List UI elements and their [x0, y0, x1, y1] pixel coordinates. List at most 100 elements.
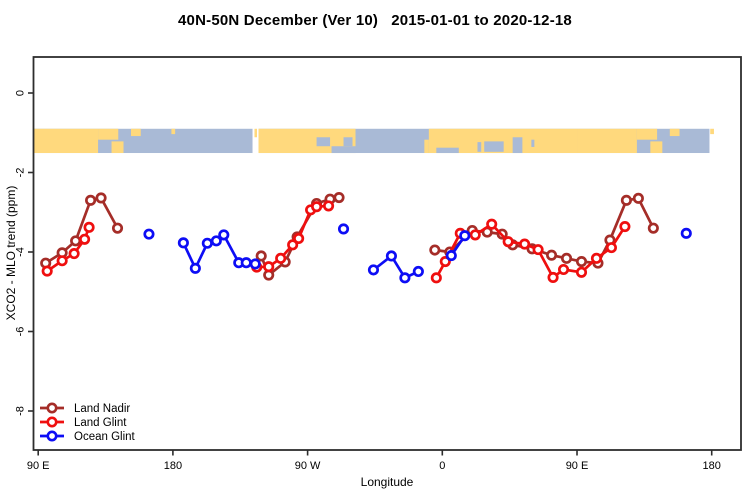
data-point-marker [249, 258, 261, 270]
data-point-marker [590, 252, 603, 264]
map-ocean-patch [531, 139, 535, 147]
legend-item: Ocean Glint [40, 430, 136, 443]
y-axis-tick-label: -8 [15, 406, 27, 416]
map-ocean-patch [343, 137, 353, 147]
x-axis-tick-label: 90 W [295, 460, 321, 472]
data-point-marker [445, 250, 457, 262]
legend: Land Nadir Land Glint Ocean Glint [40, 402, 136, 443]
map-land-patch [424, 139, 429, 154]
legend-item: Land Nadir [40, 402, 130, 415]
data-point-marker [189, 262, 201, 274]
legend-marker-icon [46, 402, 58, 414]
map-ocean-patch [477, 142, 482, 152]
data-point-marker [632, 192, 644, 204]
series-ocean-glint [143, 223, 692, 284]
data-point-marker [399, 272, 411, 284]
data-point-marker [210, 235, 222, 247]
data-point-marker [367, 264, 380, 276]
data-point-marker [385, 250, 397, 262]
data-point-marker [83, 221, 95, 233]
y-axis-tick-label: -4 [15, 247, 27, 257]
map-land-patch [33, 128, 99, 154]
map-land-patch [577, 128, 637, 154]
series-line [372, 254, 420, 280]
series-line [44, 196, 119, 265]
data-point-marker [532, 244, 544, 256]
map-land-patch [130, 128, 141, 137]
legend-marker-icon [46, 430, 58, 442]
data-point-marker [293, 232, 305, 245]
data-point-marker [429, 244, 441, 256]
data-point-marker [311, 201, 323, 213]
data-point-marker [56, 255, 68, 267]
y-axis-tick-label: 0 [15, 90, 27, 96]
y-axis-label: XCO2 - MLO trend (ppm) [4, 185, 18, 321]
map-land-patch [669, 128, 680, 137]
data-point-marker [79, 233, 91, 245]
map-land-patch [636, 128, 658, 140]
world-map-band [33, 128, 714, 154]
data-point-marker [323, 200, 335, 212]
data-point-marker [605, 242, 617, 254]
data-point-marker [430, 272, 442, 284]
data-point-marker [201, 237, 213, 249]
y-axis-tick-label: -2 [15, 168, 27, 178]
data-point-marker [459, 230, 471, 242]
data-point-marker [502, 236, 514, 248]
map-ocean-patch [436, 147, 459, 154]
map-ocean-patch [512, 137, 523, 154]
data-point-marker [620, 194, 632, 206]
legend-label: Ocean Glint [74, 431, 136, 443]
data-point-marker [469, 229, 481, 241]
plot-border [32, 56, 742, 451]
data-point-marker [95, 192, 107, 204]
map-land-patch [171, 128, 176, 135]
x-axis-tick-label: 180 [703, 460, 721, 472]
data-point-marker [560, 252, 573, 264]
data-point-marker [575, 266, 588, 278]
legend-label: Land Glint [74, 417, 127, 429]
data-point-marker [85, 194, 97, 206]
series-land-glint [41, 200, 631, 284]
data-point-marker [519, 238, 531, 250]
data-point-marker [111, 222, 124, 234]
data-point-marker [412, 265, 424, 278]
map-ocean-patch [484, 141, 504, 152]
x-axis-tick-label: 90 E [566, 460, 589, 472]
data-point-marker [68, 248, 80, 260]
x-axis-tick-label: 90 E [27, 460, 50, 472]
map-land-patch [650, 141, 663, 154]
data-point-marker [70, 235, 82, 247]
data-point-marker [486, 218, 498, 230]
legend-item: Land Glint [40, 416, 127, 429]
data-point-marker [557, 263, 570, 276]
data-point-marker [255, 250, 267, 262]
legend-label: Land Nadir [74, 403, 130, 415]
map-land-patch [98, 128, 119, 140]
data-point-marker [337, 223, 350, 235]
data-point-marker [263, 261, 275, 273]
data-point-marker [218, 229, 230, 241]
x-axis-tick-label: 0 [439, 460, 445, 472]
data-point-marker [647, 222, 659, 234]
data-point-marker [547, 271, 559, 283]
data-point-marker [240, 257, 252, 269]
chart-title: 40N-50N December (Ver 10) 2015-01-01 to … [178, 12, 572, 29]
data-point-marker [680, 227, 692, 239]
axes: 90 E 180 90 W 0 90 E 180 0 -2 -4 -6 -8 [15, 56, 742, 472]
data-point-marker [41, 265, 53, 277]
data-point-marker [619, 221, 631, 233]
map-ocean-patch [316, 137, 331, 147]
x-axis-tick-label: 180 [164, 460, 182, 472]
data-point-marker [143, 228, 155, 240]
map-ocean-patch [331, 146, 356, 154]
y-axis-tick-label: -6 [15, 327, 27, 337]
x-axis-label: Longitude [360, 475, 414, 489]
data-point-marker [333, 191, 345, 204]
map-land-patch [111, 141, 124, 154]
map-land-patch [710, 128, 714, 135]
data-point-marker [575, 255, 588, 268]
data-point-marker [177, 237, 189, 249]
